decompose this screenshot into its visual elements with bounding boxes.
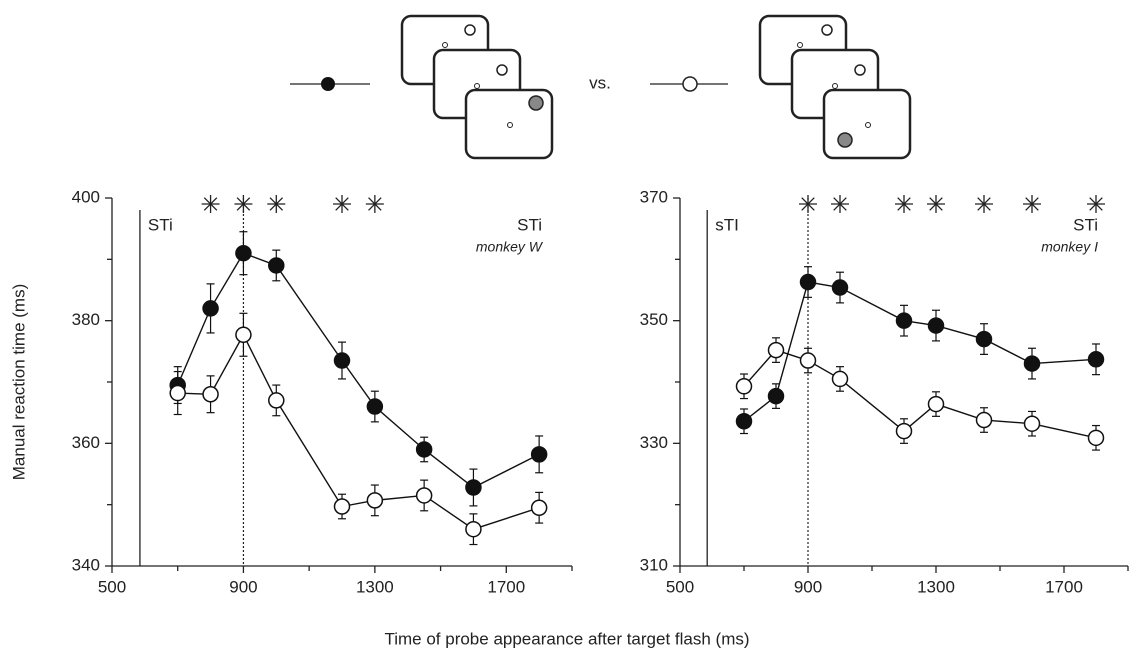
asterisk xyxy=(365,195,384,213)
data-point xyxy=(202,300,219,317)
x-tick-label: 900 xyxy=(229,577,257,596)
y-tick-label: 310 xyxy=(640,555,668,574)
data-point xyxy=(366,492,384,509)
data-point xyxy=(235,244,252,262)
y-tick-label: 360 xyxy=(72,433,100,452)
asterisk xyxy=(831,195,849,213)
y-tick-label: 380 xyxy=(72,310,100,329)
data-point xyxy=(767,341,785,359)
y-tick-label: 350 xyxy=(640,310,668,329)
asterisk xyxy=(895,195,913,213)
data-point xyxy=(895,422,913,440)
y-axis-label: Manual reaction time (ms) xyxy=(9,284,28,481)
data-point xyxy=(735,413,753,430)
legend-separator: vs. xyxy=(589,73,611,92)
asterisk xyxy=(267,195,286,213)
y-tick-label: 330 xyxy=(640,433,668,452)
asterisk xyxy=(927,195,945,213)
asterisk-stroke xyxy=(269,197,284,211)
data-point xyxy=(530,499,548,516)
data-point xyxy=(1087,429,1105,447)
data-point xyxy=(927,395,945,413)
asterisk-stroke xyxy=(801,197,815,211)
data-point xyxy=(169,384,186,402)
asterisk xyxy=(333,195,351,213)
data-point xyxy=(895,312,913,329)
asterisk xyxy=(799,195,817,213)
data-point xyxy=(202,386,219,403)
asterisk-stroke xyxy=(236,197,251,211)
y-tick-label: 340 xyxy=(72,555,100,574)
asterisk xyxy=(234,195,253,213)
x-tick-label: 900 xyxy=(794,577,822,596)
legend-marker xyxy=(321,77,335,91)
asterisk xyxy=(1023,195,1041,213)
data-point xyxy=(831,370,849,388)
data-point xyxy=(927,317,945,334)
x-axis-label: Time of probe appearance after target fl… xyxy=(384,629,749,648)
data-point xyxy=(415,441,433,458)
subject-label: monkey W xyxy=(476,239,544,255)
asterisk-stroke xyxy=(1089,197,1103,211)
data-point xyxy=(799,352,817,369)
x-tick-label: 500 xyxy=(666,577,694,596)
panel-label: STi xyxy=(1073,215,1098,234)
series-line xyxy=(177,333,540,530)
schematic xyxy=(400,14,554,160)
x-tick-label: 1300 xyxy=(917,577,955,596)
data-point xyxy=(235,326,252,344)
x-tick-label: 1700 xyxy=(487,577,525,596)
legend: vs. xyxy=(290,14,912,160)
data-point xyxy=(1023,355,1041,372)
onset-label: sTI xyxy=(715,215,739,234)
schematic xyxy=(758,14,912,160)
x-tick-label: 500 xyxy=(98,577,126,596)
data-point xyxy=(268,257,285,274)
data-point xyxy=(831,279,849,296)
asterisk xyxy=(975,195,993,213)
x-tick-label: 1300 xyxy=(356,577,394,596)
onset-label: STi xyxy=(148,215,173,234)
data-point xyxy=(975,330,993,348)
data-point xyxy=(333,352,351,369)
y-tick-label: 370 xyxy=(640,187,668,206)
asterisk-stroke xyxy=(833,197,847,211)
data-point xyxy=(1087,351,1105,368)
x-tick-label: 1700 xyxy=(1045,577,1083,596)
asterisk-stroke xyxy=(897,197,911,211)
data-point xyxy=(268,392,285,409)
subject-label: monkey I xyxy=(1041,239,1098,255)
data-point xyxy=(735,378,753,395)
data-point xyxy=(799,273,817,291)
data-point xyxy=(465,520,482,538)
asterisk-stroke xyxy=(335,197,349,211)
asterisk-stroke xyxy=(977,197,991,211)
data-point xyxy=(1023,415,1041,432)
data-point xyxy=(530,446,548,463)
asterisk xyxy=(1087,195,1105,213)
y-tick-label: 400 xyxy=(72,187,100,206)
asterisk-stroke xyxy=(1025,197,1039,211)
asterisk-stroke xyxy=(368,197,382,211)
data-point xyxy=(767,387,785,405)
series-line xyxy=(177,252,540,489)
data-point xyxy=(415,487,433,504)
legend-marker xyxy=(682,76,698,92)
asterisk xyxy=(201,195,220,213)
data-point xyxy=(975,411,993,429)
data-point xyxy=(366,398,384,415)
asterisk-stroke xyxy=(203,197,218,211)
panel-label: STi xyxy=(517,215,542,234)
series-line xyxy=(743,281,1097,422)
data-point xyxy=(333,498,351,515)
asterisk-stroke xyxy=(929,197,943,211)
data-point xyxy=(465,479,482,496)
